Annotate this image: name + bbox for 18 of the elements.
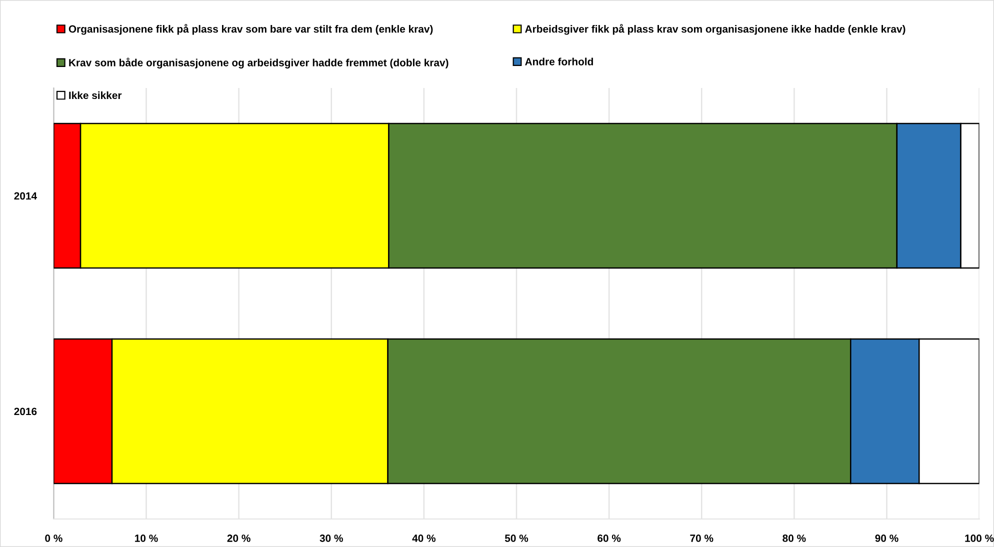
x-tick-label: 0 % <box>45 534 62 542</box>
legend-label: Arbeidsgiver fikk på plass krav som organisasjonene ikke hadde (enkle krav) <box>525 24 906 35</box>
x-tick-label: 70 % <box>690 534 714 542</box>
legend-label: Andre forhold <box>525 58 593 66</box>
x-tick-label: 100 % <box>965 534 994 542</box>
x-tick-label: 50 % <box>504 534 528 542</box>
x-tick-label: 40 % <box>412 534 436 542</box>
x-tick-label: 80 % <box>782 534 806 542</box>
x-tick-label: 60 % <box>598 534 621 542</box>
y-tick-label: 2014 <box>14 192 37 200</box>
x-tick-label: 30 % <box>320 534 343 542</box>
legend-label: Krav som både organisasjonene og arbeidsgiver hadde fremmet (doble krav) <box>69 58 448 68</box>
x-tick-label: 10 % <box>135 534 158 542</box>
x-tick-label: 20 % <box>227 534 250 542</box>
legend-label: Organisasjonene fikk på plass krav som bare var stilt fra dem (enkle krav) <box>68 24 433 35</box>
x-tick-label: 90 % <box>875 534 898 542</box>
legend-label: Ikke sikker <box>69 91 122 100</box>
y-tick-label: 2016 <box>14 408 37 416</box>
